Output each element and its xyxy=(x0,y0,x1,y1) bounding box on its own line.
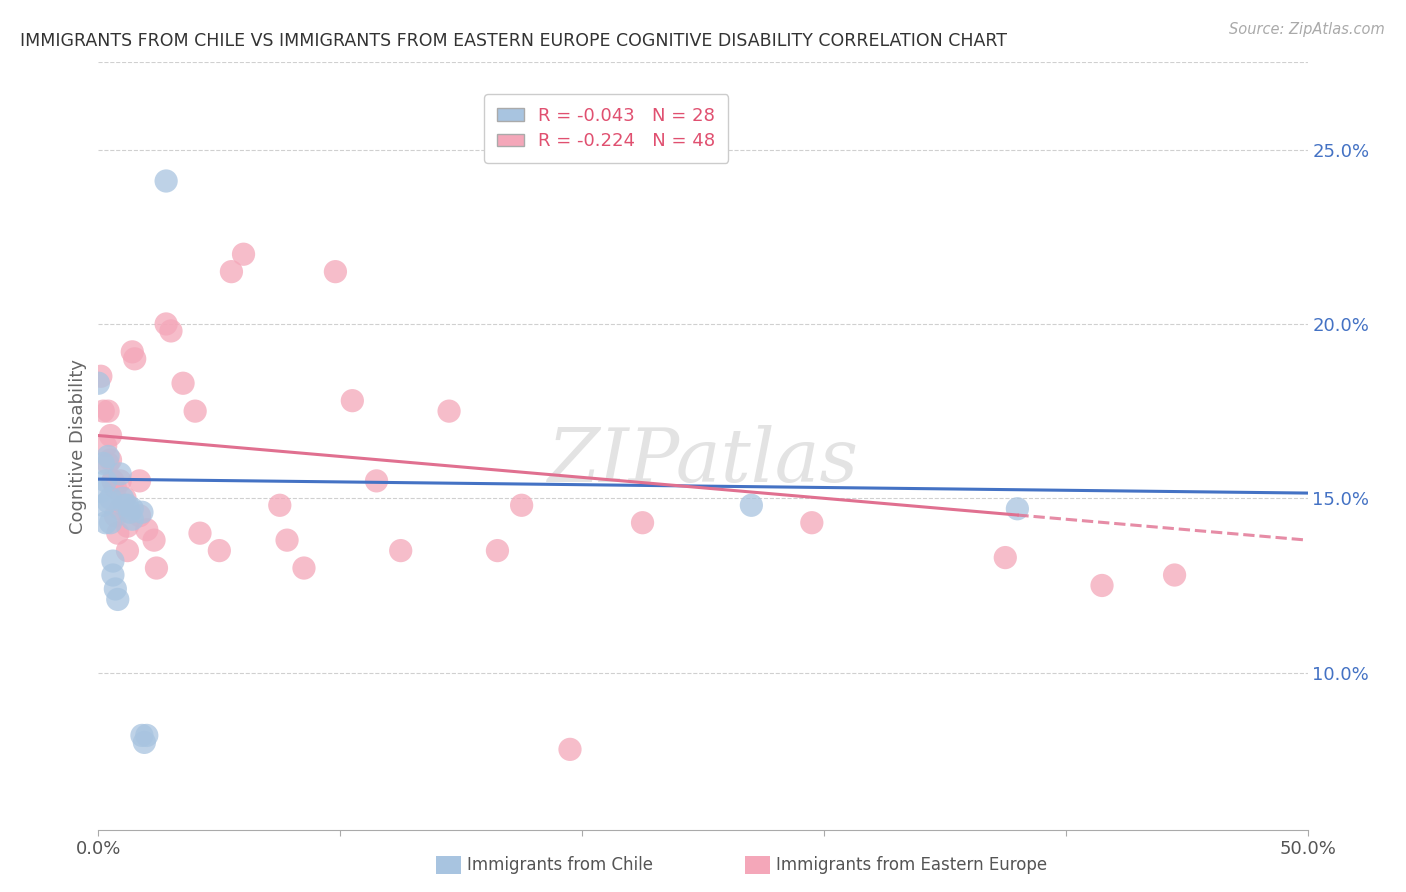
Point xyxy=(107,526,129,541)
Point xyxy=(97,457,120,471)
Point xyxy=(208,543,231,558)
Point xyxy=(184,404,207,418)
Point xyxy=(114,498,136,512)
Point xyxy=(118,505,141,519)
Point xyxy=(486,543,509,558)
Point xyxy=(276,533,298,548)
Point xyxy=(1091,578,1114,592)
Text: ZIPatlas: ZIPatlas xyxy=(547,425,859,498)
Point xyxy=(155,174,177,188)
Point xyxy=(108,474,131,488)
Point xyxy=(128,508,150,523)
Point xyxy=(292,561,315,575)
Point xyxy=(221,265,243,279)
Point xyxy=(135,523,157,537)
Point xyxy=(1163,568,1185,582)
Point xyxy=(91,457,114,471)
Point xyxy=(100,428,122,442)
Y-axis label: Cognitive Disability: Cognitive Disability xyxy=(69,359,87,533)
Point xyxy=(631,516,654,530)
Text: Immigrants from Eastern Europe: Immigrants from Eastern Europe xyxy=(776,856,1047,874)
Point xyxy=(101,568,124,582)
Point xyxy=(232,247,254,261)
Point xyxy=(558,742,581,756)
Point xyxy=(389,543,412,558)
Point xyxy=(104,508,127,523)
Point xyxy=(143,533,166,548)
Point xyxy=(155,317,177,331)
Point xyxy=(342,393,364,408)
Point xyxy=(188,526,211,541)
Point xyxy=(437,404,460,418)
Point xyxy=(108,501,131,516)
Point xyxy=(111,491,134,506)
Point xyxy=(90,484,112,499)
Point xyxy=(107,592,129,607)
Point xyxy=(994,550,1017,565)
Point xyxy=(100,491,122,506)
Point xyxy=(94,474,117,488)
Point xyxy=(97,450,120,464)
Point xyxy=(366,474,388,488)
Point xyxy=(121,512,143,526)
Text: Source: ZipAtlas.com: Source: ZipAtlas.com xyxy=(1229,22,1385,37)
Point xyxy=(87,376,110,391)
Point xyxy=(1007,501,1029,516)
Point xyxy=(104,582,127,596)
Point xyxy=(145,561,167,575)
Point xyxy=(90,369,112,384)
Point xyxy=(121,344,143,359)
Point xyxy=(510,498,533,512)
Point xyxy=(94,516,117,530)
Point xyxy=(91,404,114,418)
Point xyxy=(117,519,139,533)
Legend: R = -0.043   N = 28, R = -0.224   N = 48: R = -0.043 N = 28, R = -0.224 N = 48 xyxy=(484,95,728,163)
Point xyxy=(800,516,823,530)
Point xyxy=(131,505,153,519)
Point xyxy=(160,324,183,338)
Point xyxy=(101,474,124,488)
Point xyxy=(134,735,156,749)
Point xyxy=(740,498,762,512)
Point xyxy=(269,498,291,512)
Point xyxy=(117,498,139,512)
Point xyxy=(97,495,120,509)
Point xyxy=(135,728,157,742)
Point xyxy=(131,728,153,742)
Point xyxy=(94,439,117,453)
Point xyxy=(121,501,143,516)
Point xyxy=(101,474,124,488)
Point xyxy=(104,481,127,495)
Point xyxy=(100,453,122,467)
Text: IMMIGRANTS FROM CHILE VS IMMIGRANTS FROM EASTERN EUROPE COGNITIVE DISABILITY COR: IMMIGRANTS FROM CHILE VS IMMIGRANTS FROM… xyxy=(20,32,1007,50)
Point xyxy=(172,376,194,391)
Text: Immigrants from Chile: Immigrants from Chile xyxy=(467,856,652,874)
Point xyxy=(325,265,347,279)
Point xyxy=(117,543,139,558)
Point xyxy=(101,554,124,568)
Point xyxy=(114,491,136,506)
Point xyxy=(124,351,146,366)
Point xyxy=(97,404,120,418)
Point xyxy=(91,498,114,512)
Point xyxy=(108,467,131,481)
Point xyxy=(128,474,150,488)
Point xyxy=(100,516,122,530)
